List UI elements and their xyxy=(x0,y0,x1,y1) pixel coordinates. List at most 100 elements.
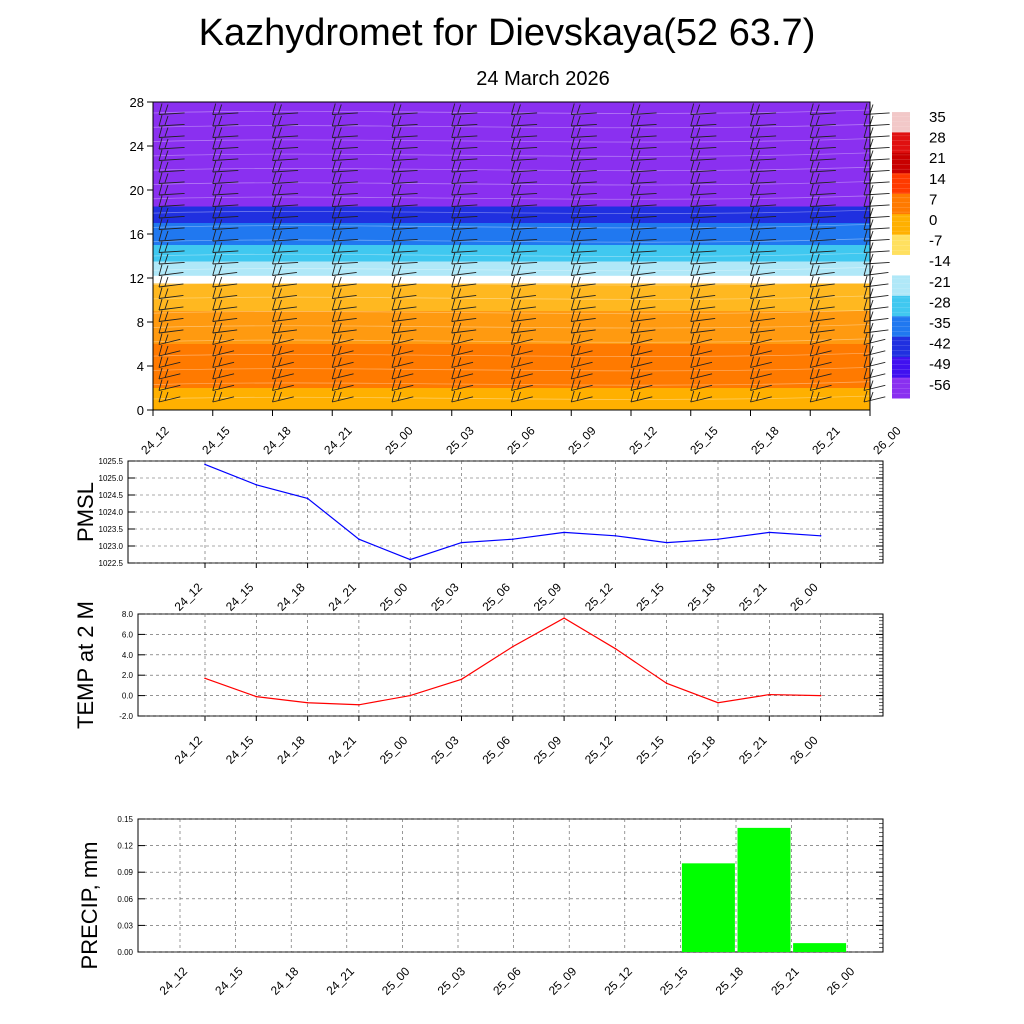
wind-barb-flag xyxy=(212,114,217,127)
wind-barb xyxy=(272,350,294,357)
wind-barb-flag xyxy=(756,173,760,183)
wind-barb-flag xyxy=(397,104,402,114)
wind-barb-flag xyxy=(570,103,575,115)
wind-barb-flag xyxy=(570,114,575,127)
contour-line xyxy=(152,123,871,129)
wind-barb-flag xyxy=(212,229,217,242)
wind-barb-flag xyxy=(337,368,342,379)
wind-barb-flag xyxy=(630,333,635,345)
wind-barb-flag xyxy=(570,321,575,334)
wind-barb xyxy=(391,135,418,138)
wind-barb-flag xyxy=(517,138,521,149)
contour-line xyxy=(152,324,871,329)
wind-barb-flag xyxy=(690,114,695,127)
cross-section-plot xyxy=(147,101,890,416)
wind-barb xyxy=(451,261,478,265)
wind-barb-flag xyxy=(218,253,223,264)
wind-barb-flag xyxy=(158,195,163,207)
wind-barb-flag xyxy=(809,103,814,115)
wind-barb-flag xyxy=(630,321,635,334)
wind-barb xyxy=(863,169,890,173)
heatmap-band xyxy=(153,311,870,344)
wind-barb xyxy=(511,396,533,403)
wind-barb-flag xyxy=(272,379,276,391)
wind-barb-flag xyxy=(278,196,282,206)
wind-barb-flag xyxy=(576,391,581,402)
wind-barb-flag xyxy=(815,161,820,172)
x-tick-label: 25_18 xyxy=(713,964,747,998)
wind-barb-flag xyxy=(158,379,163,391)
wind-barb-flag xyxy=(451,333,456,345)
wind-barb-flag xyxy=(756,230,760,241)
wind-barb-flag xyxy=(212,149,217,161)
y-tick-label: -2.0 xyxy=(119,712,133,721)
wind-barb-flag xyxy=(809,344,814,357)
wind-barb xyxy=(451,227,478,230)
data-point xyxy=(409,694,412,697)
wind-barb-flag xyxy=(457,115,462,126)
wind-barb-flag xyxy=(164,161,169,172)
wind-barb-flag xyxy=(278,334,282,344)
wind-barb-flag xyxy=(696,368,701,379)
wind-barb-flag xyxy=(636,207,641,218)
wind-barb xyxy=(158,317,184,322)
wind-barb-flag xyxy=(272,310,276,322)
wind-barb-flag xyxy=(331,149,336,161)
wind-barb-flag xyxy=(690,126,695,138)
wind-barb-flag xyxy=(750,160,754,173)
wind-barb-flag xyxy=(391,321,396,334)
wind-barb-flag xyxy=(809,390,814,403)
wind-barb-flag xyxy=(570,287,575,299)
wind-barb-flag xyxy=(756,253,760,264)
wind-barb xyxy=(690,227,717,230)
contour-line xyxy=(152,266,871,272)
colorbar-swatch xyxy=(892,255,910,276)
wind-barb-flag xyxy=(570,379,575,391)
wind-barb-flag xyxy=(331,172,336,184)
wind-barb-flag xyxy=(337,104,342,114)
wind-barb-flag xyxy=(457,276,462,287)
wind-barb-flag xyxy=(696,357,701,367)
wind-barb-flag xyxy=(756,150,760,160)
x-tick-label: 24_12 xyxy=(172,580,206,614)
wind-barb xyxy=(630,329,656,334)
contour-line xyxy=(152,367,871,372)
wind-barb xyxy=(863,192,890,196)
wind-barb xyxy=(810,317,835,322)
wind-barb xyxy=(690,329,716,334)
plot-frame xyxy=(127,460,884,564)
wind-barb-flag xyxy=(337,138,342,149)
colorbar-label: 0 xyxy=(929,212,937,229)
wind-barb-flag xyxy=(517,391,521,402)
y-tick-label: 1023.0 xyxy=(99,542,124,551)
wind-barb xyxy=(158,238,185,242)
wind-barb-flag xyxy=(809,333,814,345)
wind-barb-flag xyxy=(391,103,396,115)
wind-barb xyxy=(158,112,185,115)
wind-barb-flag xyxy=(451,183,456,196)
wind-barb-flag xyxy=(278,230,282,241)
wind-barb-flag xyxy=(511,229,515,242)
wind-barb xyxy=(750,271,775,276)
wind-barb-flag xyxy=(511,390,515,403)
wind-barb-flag xyxy=(164,311,169,321)
wind-barb xyxy=(690,123,717,127)
wind-barb-flag xyxy=(511,218,515,230)
wind-barb-flag xyxy=(576,184,581,195)
wind-barb-flag xyxy=(863,356,868,368)
colorbar-label: -14 xyxy=(929,253,951,270)
colorbar-label: -35 xyxy=(929,315,951,332)
wind-barb-flag xyxy=(815,173,820,183)
wind-barb-flag xyxy=(337,380,342,390)
wind-barb-flag xyxy=(218,391,223,402)
wind-barb-flag xyxy=(451,172,456,184)
wind-barb-flag xyxy=(158,160,163,173)
x-tick-label: 25_21 xyxy=(736,733,770,767)
wind-barb xyxy=(863,361,886,368)
wind-barb-flag xyxy=(690,229,695,242)
wind-barb xyxy=(272,181,299,184)
wind-barb-flag xyxy=(636,253,641,264)
wind-barb xyxy=(690,317,716,322)
wind-barb xyxy=(158,373,181,380)
wind-barb-flag xyxy=(457,150,462,160)
